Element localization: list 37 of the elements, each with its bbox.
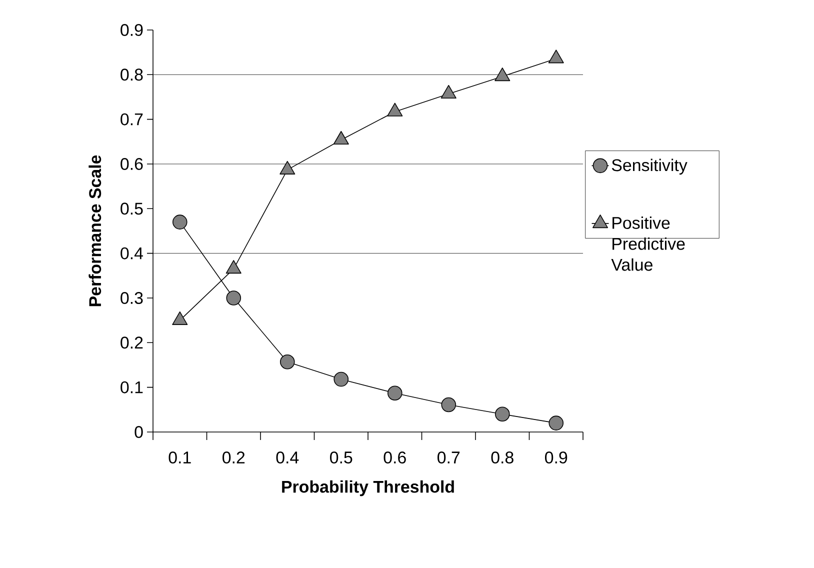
legend-label: Positive Predictive Value	[611, 216, 685, 271]
point	[172, 214, 188, 230]
y-axis-title: Performance Scale	[88, 155, 102, 306]
x-tick-label: 0.9	[545, 452, 568, 464]
y-tick-label: 0.2	[120, 336, 143, 349]
x-tick-label: 0.5	[330, 452, 352, 464]
x-tick-label: 0.8	[491, 452, 514, 464]
point	[548, 416, 564, 430]
x-tick-label: 0.4	[276, 452, 299, 464]
y-tick-label: 0.1	[120, 381, 143, 394]
point	[334, 372, 349, 387]
point	[494, 68, 510, 82]
x-tick-label: 0.2	[222, 452, 245, 464]
point	[387, 386, 402, 401]
point	[226, 290, 242, 306]
point	[548, 50, 564, 64]
x-tick-label: 0.1	[168, 452, 191, 464]
x-axis-title: Probability Threshold	[282, 480, 454, 496]
y-tick-label: 0.8	[120, 68, 143, 81]
point	[333, 130, 349, 145]
y-tick-label: 0.5	[120, 202, 143, 215]
legend-label: Sensitivity	[612, 158, 688, 175]
point	[494, 406, 510, 422]
point	[387, 102, 403, 116]
point	[226, 260, 242, 274]
point	[441, 397, 456, 412]
point	[280, 160, 296, 174]
y-tick-label: 0	[134, 426, 143, 438]
y-tick-label: 0.6	[120, 158, 143, 170]
y-tick-label: 0.7	[120, 113, 143, 126]
y-tick-label: 0.9	[120, 24, 143, 36]
y-tick-label: 0.3	[120, 292, 143, 304]
point	[440, 84, 456, 99]
point	[280, 354, 295, 370]
x-tick-label: 0.6	[384, 452, 406, 464]
y-tick-label: 0.4	[120, 247, 143, 260]
x-tick-label: 0.7	[438, 452, 460, 464]
